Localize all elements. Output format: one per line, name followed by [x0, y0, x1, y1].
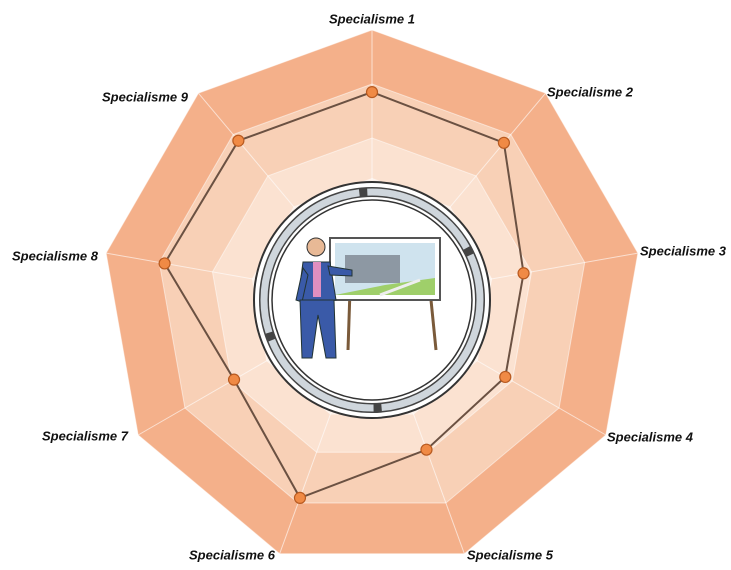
data-point — [517, 267, 530, 280]
series-line — [163, 91, 525, 500]
data-point — [232, 134, 245, 147]
axis-label: Specialisme 2 — [547, 84, 634, 99]
axis-label: Specialisme 8 — [12, 248, 99, 263]
data-point — [158, 257, 171, 270]
axis-label: Specialisme 3 — [640, 243, 727, 258]
data-point — [499, 370, 512, 384]
plot — [158, 85, 530, 504]
axis-label: Specialisme 9 — [102, 89, 189, 104]
emblem-ring-inner — [260, 188, 484, 412]
axis-label: Specialisme 6 — [189, 547, 276, 562]
axis-label: Specialisme 1 — [329, 11, 415, 26]
center-emblem — [253, 181, 491, 419]
axis-label: Specialisme 5 — [467, 547, 554, 562]
data-point — [497, 136, 511, 149]
whiteboard — [329, 237, 441, 351]
axis-label: Specialisme 7 — [42, 428, 129, 443]
presenter — [295, 237, 353, 359]
data-point — [227, 373, 241, 386]
axis-label: Specialisme 4 — [607, 429, 694, 444]
data-point — [420, 443, 433, 456]
data-point — [365, 85, 379, 99]
data-point — [293, 491, 307, 504]
